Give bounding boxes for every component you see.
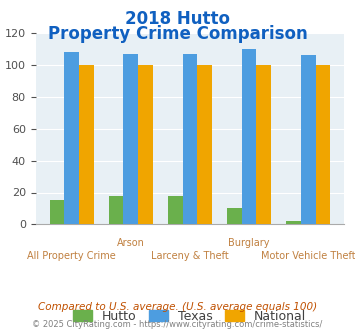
Bar <box>109 196 124 224</box>
Bar <box>256 65 271 224</box>
Text: Motor Vehicle Theft: Motor Vehicle Theft <box>261 251 355 261</box>
Bar <box>316 65 330 224</box>
Bar <box>79 65 94 224</box>
Text: Compared to U.S. average. (U.S. average equals 100): Compared to U.S. average. (U.S. average … <box>38 302 317 312</box>
Bar <box>50 200 64 224</box>
Bar <box>197 65 212 224</box>
Bar <box>227 209 242 224</box>
Bar <box>301 55 316 224</box>
Bar <box>286 221 301 224</box>
Text: All Property Crime: All Property Crime <box>27 251 116 261</box>
Text: Burglary: Burglary <box>228 238 270 248</box>
Text: © 2025 CityRating.com - https://www.cityrating.com/crime-statistics/: © 2025 CityRating.com - https://www.city… <box>32 320 323 329</box>
Bar <box>124 54 138 224</box>
Text: Property Crime Comparison: Property Crime Comparison <box>48 25 307 43</box>
Text: Larceny & Theft: Larceny & Theft <box>151 251 229 261</box>
Bar <box>168 196 182 224</box>
Text: 2018 Hutto: 2018 Hutto <box>125 10 230 28</box>
Bar <box>138 65 153 224</box>
Bar <box>64 52 79 224</box>
Bar <box>242 49 256 224</box>
Bar <box>182 54 197 224</box>
Legend: Hutto, Texas, National: Hutto, Texas, National <box>67 303 313 329</box>
Text: Arson: Arson <box>117 238 145 248</box>
